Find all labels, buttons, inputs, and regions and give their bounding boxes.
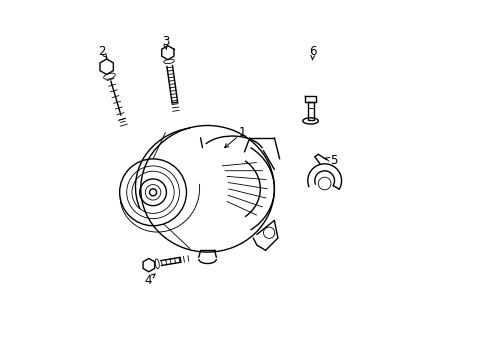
Text: 2: 2 <box>98 45 105 58</box>
Text: 4: 4 <box>144 274 151 287</box>
Text: 5: 5 <box>330 154 337 167</box>
Text: 1: 1 <box>239 126 246 139</box>
Text: 3: 3 <box>162 35 169 48</box>
Text: 6: 6 <box>309 45 316 58</box>
